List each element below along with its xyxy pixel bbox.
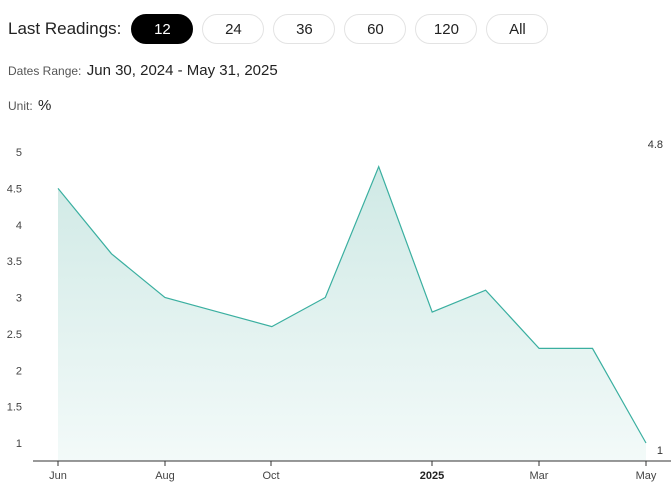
data-point [644, 441, 648, 445]
y-tick-label: 4 [16, 220, 22, 232]
x-tick-label: Jun [49, 470, 67, 482]
x-tick-label: Oct [262, 470, 279, 482]
readings-option-36[interactable]: 36 [273, 14, 336, 44]
last-value-label: 1 [657, 445, 663, 457]
max-value-label: 4.8 [648, 139, 663, 151]
x-axis: Jun Aug Oct 2025 Mar May [49, 461, 657, 482]
data-point [56, 186, 60, 190]
data-point [537, 346, 541, 350]
dates-range-label: Dates Range: [8, 64, 82, 78]
y-tick-label: 2.5 [7, 329, 22, 341]
data-point [270, 325, 274, 329]
series-line [57, 164, 647, 444]
y-tick-label: 1 [16, 438, 22, 450]
readings-option-60[interactable]: 60 [344, 14, 407, 44]
y-tick-label: 3.5 [7, 256, 22, 268]
readings-option-120[interactable]: 120 [415, 14, 478, 44]
y-axis: 1 1.5 2 2.5 3 3.5 4 4.5 5 [7, 147, 22, 450]
x-tick-label: Mar [530, 470, 549, 482]
y-tick-label: 3 [16, 293, 22, 305]
y-tick-label: 2 [16, 365, 22, 377]
unit-value: % [38, 97, 52, 114]
dates-range-value: Jun 30, 2024 - May 31, 2025 [86, 62, 278, 79]
area-fill [58, 166, 646, 461]
y-tick-label: 1.5 [7, 402, 22, 414]
data-point [430, 310, 434, 314]
data-point [163, 296, 167, 300]
x-tick-label: Aug [155, 470, 175, 482]
x-tick-label: 2025 [420, 470, 444, 482]
unit-info: Unit: % [8, 97, 51, 114]
y-tick-label: 5 [16, 147, 22, 159]
y-tick-label: 4.5 [7, 183, 22, 195]
data-point [591, 346, 595, 350]
data-point [323, 296, 327, 300]
data-point [484, 288, 488, 292]
readings-options: 12 24 36 60 120 All [131, 14, 549, 44]
data-point [377, 165, 381, 169]
unit-label: Unit: [8, 99, 33, 113]
readings-option-24[interactable]: 24 [202, 14, 265, 44]
x-tick-label: May [636, 470, 657, 482]
readings-option-all[interactable]: All [486, 14, 549, 44]
data-point [109, 252, 113, 256]
last-readings-label: Last Readings: [8, 19, 122, 38]
dates-range: Dates Range: Jun 30, 2024 - May 31, 2025 [8, 62, 278, 79]
readings-toolbar: Last Readings: 12 24 36 60 120 All [8, 13, 549, 45]
data-point [216, 310, 220, 314]
readings-option-12[interactable]: 12 [131, 14, 194, 44]
